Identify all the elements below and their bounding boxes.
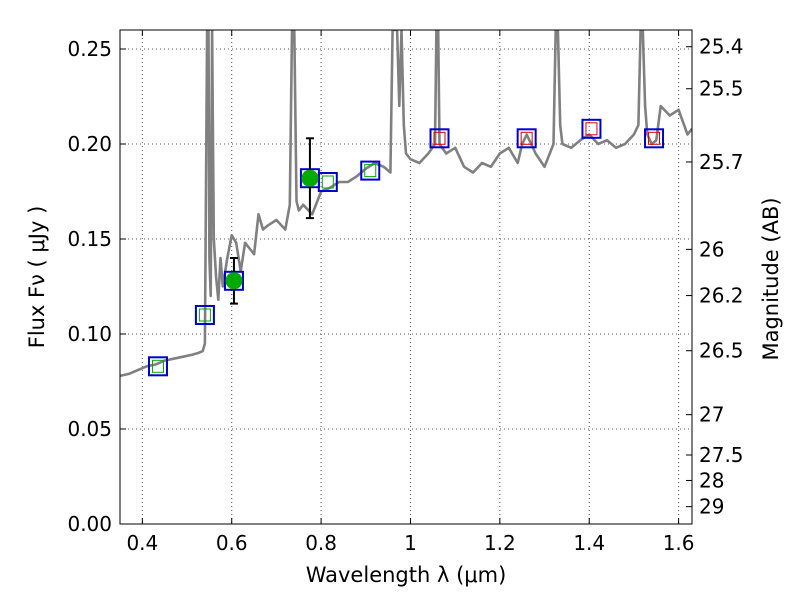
mag-tick-label: 26.2 [699, 284, 744, 308]
observed-photometry-point [301, 169, 319, 187]
synthetic-photometry-box [644, 128, 665, 149]
y-tick-label: 0.00 [67, 512, 112, 536]
x-tick-label: 1.2 [484, 531, 516, 555]
mag-tick-label: 25.5 [699, 77, 744, 101]
x-axis-label: Wavelength λ (μm) [306, 563, 507, 587]
synthetic-photometry-inner [198, 308, 211, 322]
mag-tick-label: 29 [699, 495, 724, 519]
synthetic-photometry-inner [520, 131, 533, 145]
mag-tick-label: 25.7 [699, 150, 744, 174]
x-tick-label: 1.6 [663, 531, 695, 555]
observed-photometry-point [225, 272, 243, 290]
tick-layer: 0.4 0.6 0.8 1 1.2 1.4 1.6 0.00 0.05 0.10 0.15 0.20 0… [67, 30, 744, 555]
y-tick-label: 0.10 [67, 322, 112, 346]
y-tick-label: 0.15 [67, 227, 112, 251]
mag-tick-label: 26.5 [699, 339, 744, 363]
y-tick-label: 0.20 [67, 132, 112, 156]
y-axis-right-label: Magnitude (AB) [759, 197, 783, 360]
synthetic-photometry-box [360, 160, 381, 181]
synthetic-photometry-inner [433, 131, 446, 145]
synthetic-photometry-box [147, 356, 168, 377]
plot-frame [119, 29, 693, 525]
mag-tick-label: 27.5 [699, 443, 744, 467]
marker-layer [147, 118, 665, 377]
mag-tick-label: 27 [699, 403, 724, 427]
synthetic-photometry-box [429, 128, 450, 149]
synthetic-photometry-inner [151, 359, 164, 373]
x-tick-label: 1.4 [573, 531, 605, 555]
y-tick-label: 0.05 [67, 417, 112, 441]
synthetic-photometry-inner [321, 175, 334, 189]
y-axis-label: Flux Fν ( μJy ) [25, 206, 49, 349]
synthetic-photometry-inner [585, 122, 598, 136]
x-tick-label: 0.6 [216, 531, 248, 555]
synthetic-photometry-box [317, 172, 338, 192]
synthetic-photometry-inner [648, 131, 661, 145]
spectrum-line [120, 30, 692, 378]
x-tick-label: 0.4 [126, 531, 158, 555]
synthetic-photometry-box [194, 305, 215, 325]
synthetic-photometry-inner [364, 164, 377, 178]
mag-tick-label: 25.4 [699, 35, 744, 59]
mag-tick-label: 26 [699, 237, 724, 261]
synthetic-photometry-box [516, 128, 537, 149]
y-tick-label: 0.25 [67, 37, 112, 61]
synthetic-photometry-box [581, 118, 602, 139]
x-tick-label: 0.8 [305, 531, 337, 555]
mag-tick-label: 28 [699, 468, 724, 492]
spectrum-layer [120, 30, 692, 378]
x-tick-label: 1 [404, 531, 417, 555]
